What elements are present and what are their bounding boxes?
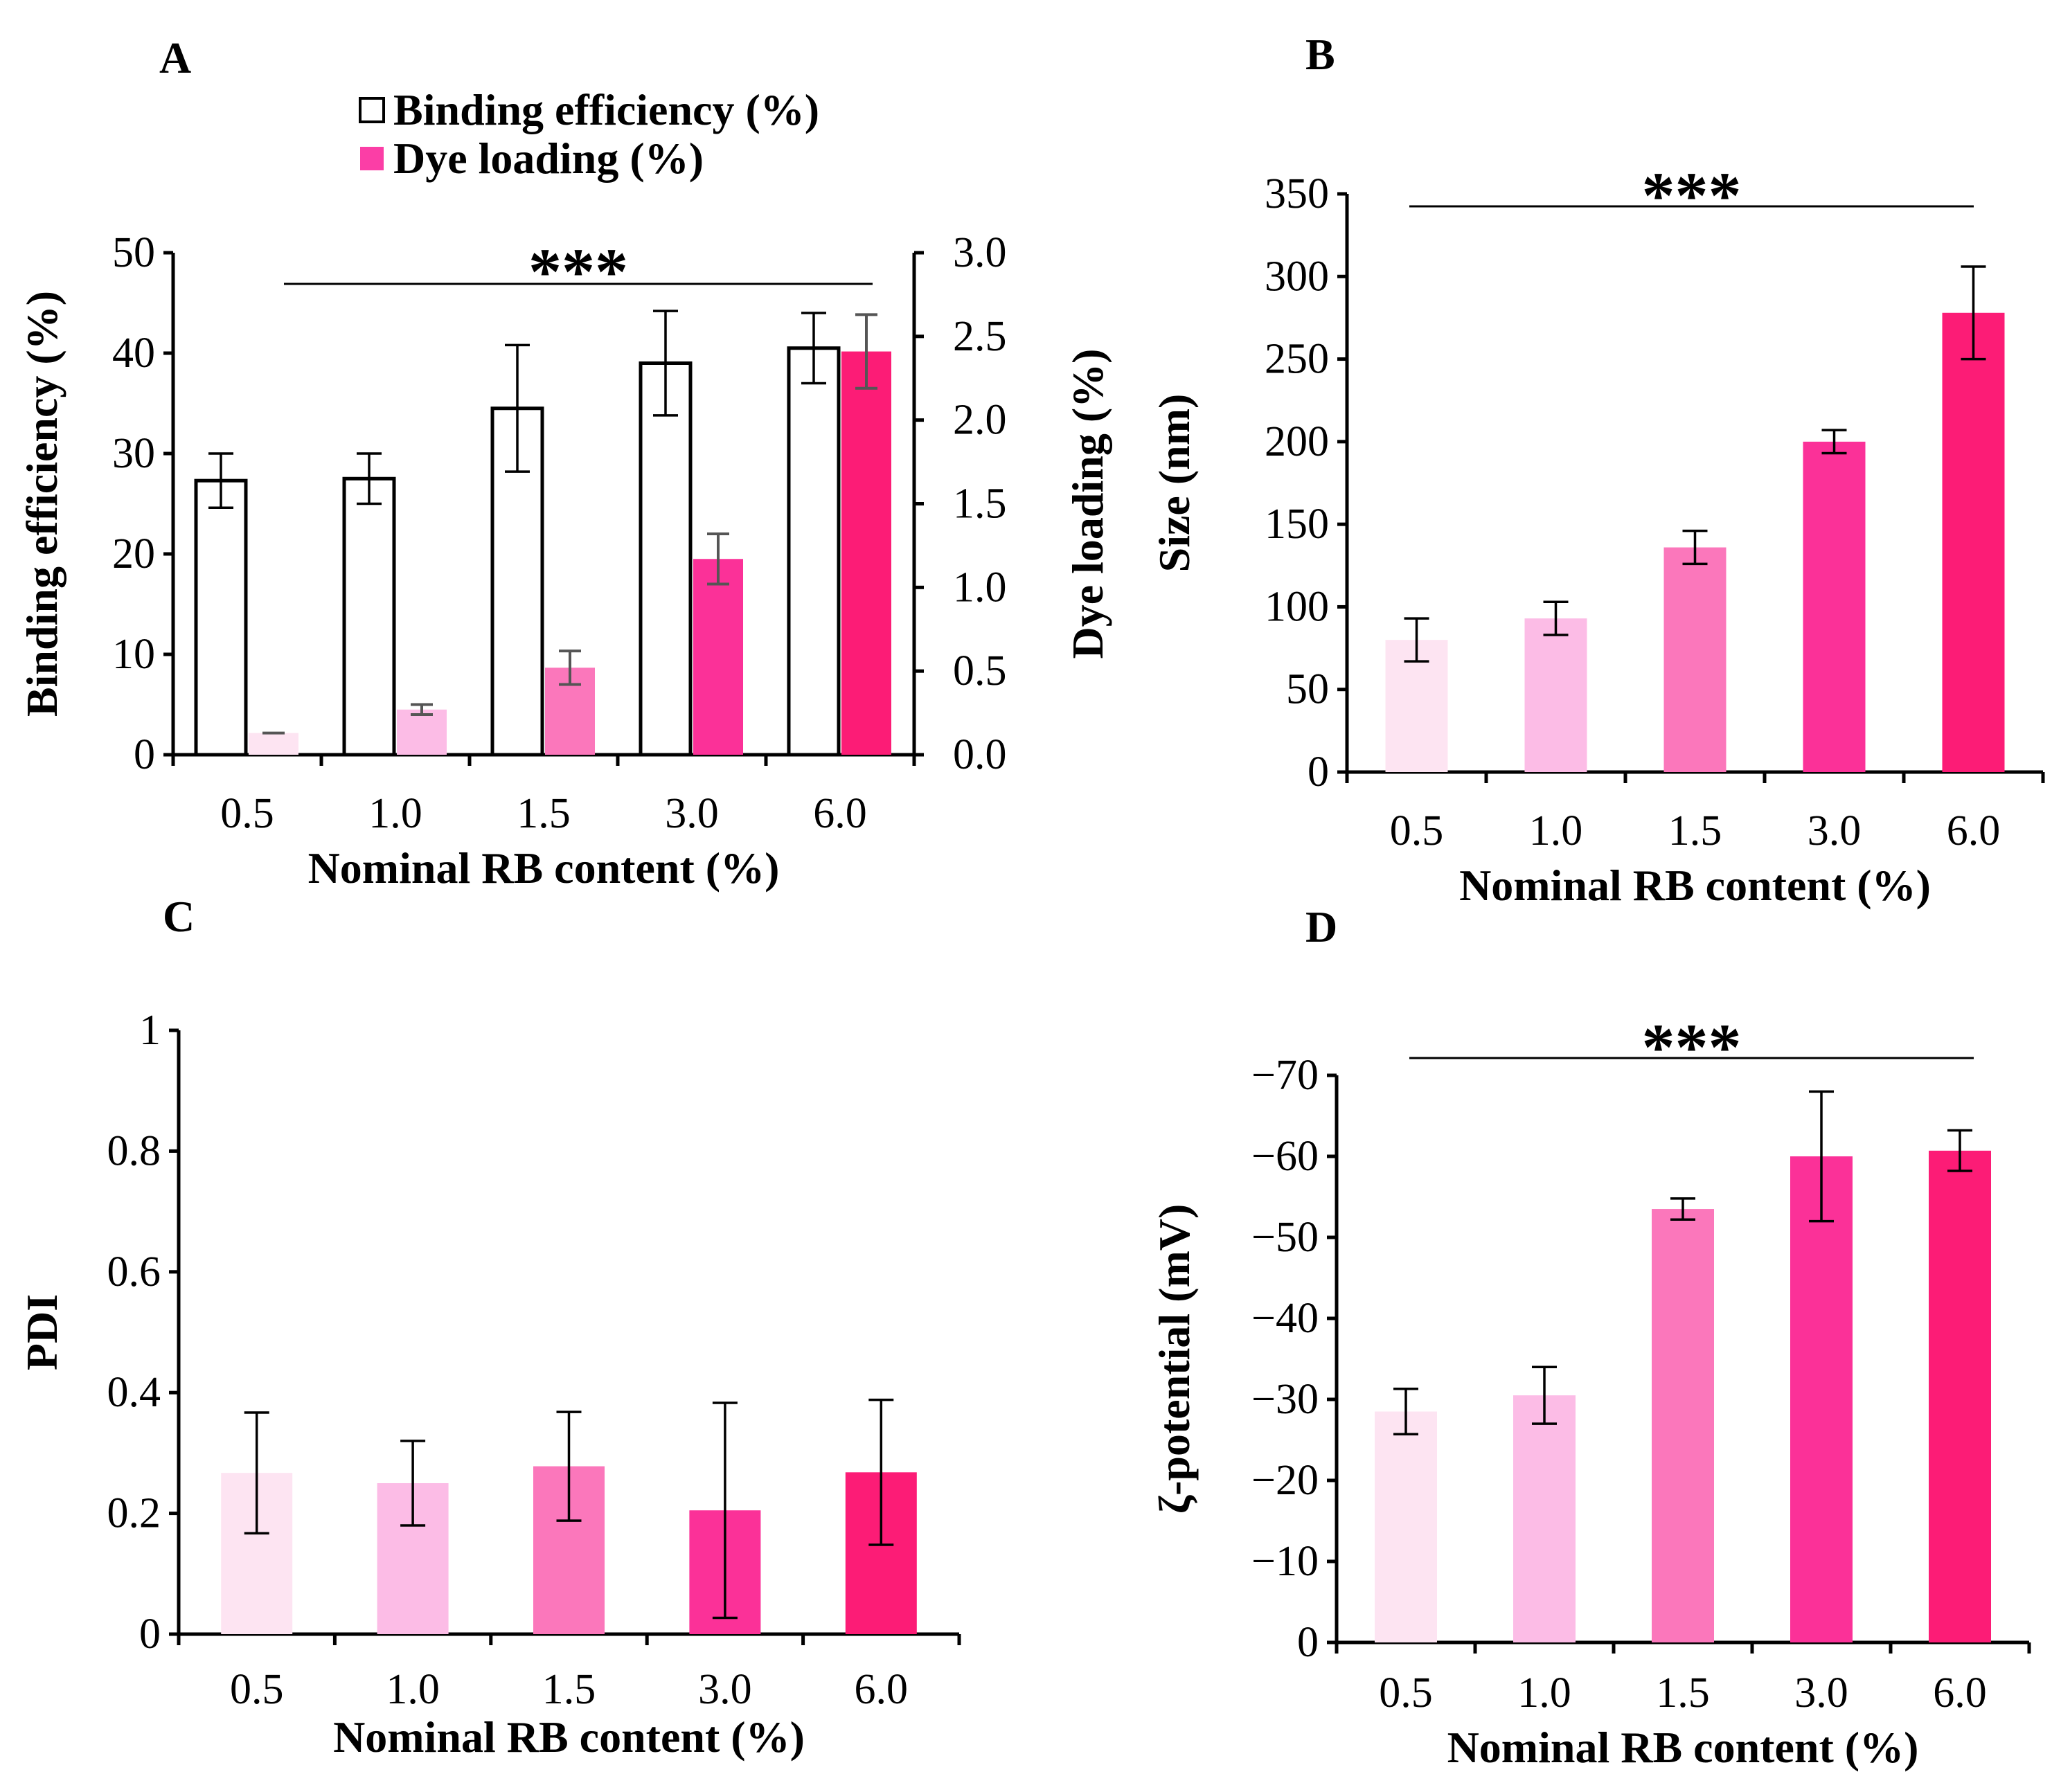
- x-axis-title: Nominal RB content (%): [333, 1712, 805, 1762]
- x-tick-label: 3.0: [698, 1666, 752, 1713]
- x-tick-label: 1.0: [1517, 1669, 1571, 1717]
- y-tick-label: 250: [1265, 336, 1329, 383]
- x-tick-label: 1.5: [517, 790, 571, 837]
- legend-label: Dye loading (%): [393, 134, 704, 183]
- binding-efficiency-bar-0.5: [194, 478, 248, 757]
- bar-6.0: [1942, 312, 2005, 772]
- dye-loading-bar-1.0: [397, 709, 447, 755]
- y2-tick-label: 1.5: [953, 481, 1007, 528]
- bar-6.0: [1929, 1150, 1991, 1642]
- y-tick-label: 200: [1265, 418, 1329, 465]
- binding-efficiency-bar-6.0: [787, 346, 841, 757]
- y-axis-title: ζ-potential (mV): [1150, 1204, 1199, 1514]
- y-tick-label: 0.8: [107, 1127, 161, 1174]
- binding-efficiency-bar-3.0: [639, 361, 693, 757]
- y-tick-label: −40: [1251, 1295, 1319, 1342]
- x-axis-title: Nominal RB content (%): [1447, 1723, 1919, 1772]
- y-axis-title: PDI: [17, 1294, 66, 1370]
- y-tick-label: 20: [112, 530, 155, 577]
- x-tick-label: 0.5: [220, 790, 274, 837]
- binding-efficiency-bar-1.0: [342, 476, 396, 757]
- y-tick-label: −70: [1251, 1052, 1319, 1099]
- x-tick-label: 1.0: [1529, 807, 1583, 854]
- x-tick-label: 3.0: [665, 790, 719, 837]
- y2-tick-label: 2.5: [953, 313, 1007, 360]
- x-axis-title: Nominal RB content (%): [308, 843, 780, 893]
- panel-c: 0 0.2 0.4 0.6 0.8 1 0.5 1.0 1.5 3.0 6.0 Nominal RB …: [17, 892, 961, 1762]
- x-tick-label: 0.5: [1390, 807, 1444, 854]
- y-tick-label: 350: [1265, 170, 1329, 217]
- y-tick-label: 10: [112, 631, 155, 678]
- x-tick-label: 1.0: [386, 1666, 440, 1713]
- significance-stars: ***: [1642, 1010, 1742, 1084]
- y2-tick-label: 0.5: [953, 647, 1007, 695]
- significance-stars: ***: [1642, 159, 1742, 233]
- y-tick-label: −60: [1251, 1133, 1319, 1180]
- x-axis-title: Nominal RB content (%): [1459, 861, 1931, 910]
- x-tick-label: 1.5: [542, 1666, 596, 1713]
- y-tick-label: 0: [1308, 749, 1329, 796]
- y-tick-label: 1: [139, 1007, 161, 1054]
- y-axis-title: Binding efficiency (%): [17, 291, 66, 717]
- y-tick-label: 0.4: [107, 1369, 161, 1416]
- x-tick-label: 1.0: [368, 790, 422, 837]
- bar-0.5: [1375, 1411, 1437, 1642]
- x-tick-label: 3.0: [1808, 807, 1862, 854]
- y-tick-label: 150: [1265, 501, 1329, 548]
- x-tick-label: 0.5: [230, 1666, 284, 1713]
- panel-label: C: [163, 892, 195, 941]
- bar-3.0: [1803, 441, 1866, 772]
- significance-stars: ***: [528, 235, 628, 309]
- y-tick-label: 0.6: [107, 1248, 161, 1296]
- y2-tick-label: 2.0: [953, 397, 1007, 444]
- x-tick-label: 6.0: [855, 1666, 909, 1713]
- y-tick-label: 100: [1265, 583, 1329, 630]
- x-tick-label: 6.0: [1933, 1669, 1987, 1717]
- bar-1.0: [1524, 618, 1587, 772]
- y-tick-label: 50: [1286, 666, 1329, 713]
- x-tick-label: 3.0: [1794, 1669, 1848, 1717]
- y2-tick-label: 0.0: [953, 731, 1007, 778]
- y-tick-label: −10: [1251, 1538, 1319, 1585]
- bar-3.0: [1790, 1156, 1853, 1642]
- y-tick-label: −20: [1251, 1457, 1319, 1504]
- y-tick-label: −30: [1251, 1376, 1319, 1423]
- bar-1.0: [1513, 1395, 1576, 1642]
- y-tick-label: 30: [112, 430, 155, 477]
- y-tick-label: −50: [1251, 1214, 1319, 1261]
- panel-d: 0 −10 −20 −30 −40 −50 −60 −70 0.5 1.0 1.5 3.0 6.0 Nom…: [1150, 902, 2031, 1772]
- legend-swatch: [359, 97, 385, 123]
- y2-axis-title: Dye loading (%): [1063, 349, 1112, 659]
- y2-tick-label: 3.0: [953, 229, 1007, 276]
- y-tick-label: 300: [1265, 253, 1329, 300]
- y-tick-label: 0.2: [107, 1490, 161, 1537]
- y-tick-label: 0: [1297, 1619, 1319, 1666]
- legend-swatch: [360, 147, 384, 170]
- bar-1.5: [1663, 547, 1727, 772]
- y-tick-label: 50: [112, 229, 155, 276]
- panel-label: B: [1305, 30, 1335, 79]
- panel-a: 0 10 20 30 40 50 0.5 1.0 1.5 3.0 6.0 Nominal RB con…: [17, 33, 1112, 893]
- panel-b: 0 50 100 150 200 250 300 350 0.5 1.0 1.5 3.0 6.0 Nomi…: [1150, 30, 2045, 910]
- dye-loading-bar-3.0: [693, 559, 743, 755]
- x-tick-label: 1.5: [1668, 807, 1722, 854]
- dye-loading-bar-0.5: [249, 733, 298, 755]
- panel-label: A: [159, 33, 191, 82]
- legend-label: Binding efficiency (%): [393, 85, 819, 134]
- bar-1.5: [1652, 1209, 1714, 1642]
- y-tick-label: 0: [139, 1611, 161, 1658]
- x-tick-label: 0.5: [1379, 1669, 1433, 1717]
- y-tick-label: 40: [112, 330, 155, 377]
- dye-loading-bar-6.0: [841, 351, 891, 755]
- panel-label: D: [1305, 902, 1337, 951]
- y2-tick-label: 1.0: [953, 564, 1007, 611]
- y-tick-label: 0: [134, 731, 155, 778]
- x-tick-label: 6.0: [813, 790, 867, 837]
- x-tick-label: 6.0: [1947, 807, 2001, 854]
- y-axis-title: Size (nm): [1150, 394, 1199, 573]
- x-tick-label: 1.5: [1656, 1669, 1710, 1717]
